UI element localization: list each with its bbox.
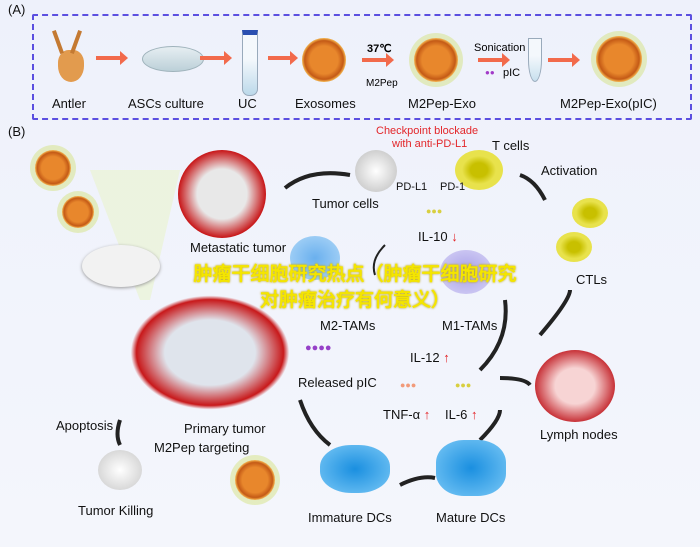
ctl-icon — [572, 198, 608, 228]
ctl-icon — [556, 232, 592, 262]
sonication-label: Sonication — [474, 42, 526, 54]
tumor-killing-label: Tumor Killing — [78, 503, 154, 518]
cytokine-dots-icon: ●●● — [400, 380, 417, 390]
tumor-cells-label: Tumor cells — [312, 196, 379, 211]
lymph-node-icon — [535, 350, 615, 422]
m2pep-exo-pic-icon — [596, 36, 642, 82]
lymph-nodes-label: Lymph nodes — [540, 427, 618, 442]
step-label: M2Pep-Exo — [408, 96, 476, 111]
panel-a-frame — [32, 14, 692, 120]
nanoparticle-icon — [62, 196, 94, 228]
temperature-label: 37℃ — [367, 43, 392, 55]
metastatic-tumor-label: Metastatic tumor — [190, 240, 287, 255]
primary-tumor-icon — [130, 295, 290, 410]
ctls-label: CTLs — [576, 272, 608, 287]
pic-dots-icon: ●●●● — [305, 342, 332, 354]
arrow-icon — [96, 51, 128, 65]
tumor-cell-icon — [355, 150, 397, 192]
step-label: ASCs culture — [128, 96, 204, 111]
pic-dots-icon: ●● — [485, 68, 495, 77]
deer-icon — [48, 30, 88, 85]
cytokine-dots-icon: ●●● — [426, 206, 443, 216]
watermark-text: 肿瘤干细胞研究热点（肿瘤干细胞研究对肿瘤治疗有何意义） — [193, 264, 517, 311]
apoptosis-label: Apoptosis — [56, 418, 114, 433]
released-pic-label: Released pIC — [298, 375, 377, 390]
arrow-icon — [200, 51, 232, 65]
il10-label: IL-10 ↓ — [418, 229, 458, 244]
il6-label: IL-6 ↑ — [445, 407, 478, 422]
activation-label: Activation — [541, 163, 598, 178]
arrow-icon — [362, 53, 394, 67]
checkpoint-label: with anti-PD-L1 — [392, 138, 468, 150]
t-cell-icon — [455, 150, 503, 190]
panel-b-label: (B) — [8, 124, 26, 139]
arrow-icon — [478, 53, 510, 67]
step-label: UC — [238, 96, 257, 111]
arrow-icon — [548, 53, 580, 67]
primary-tumor-label: Primary tumor — [184, 421, 266, 436]
nanoparticle-icon — [35, 150, 71, 186]
cytokine-dots-icon: ●●● — [455, 380, 472, 390]
immature-dcs-label: Immature DCs — [308, 510, 392, 525]
pic-label: pIC — [503, 67, 521, 79]
m1-tams-label: M1-TAMs — [442, 318, 498, 333]
pd-1-label: PD-1 — [440, 181, 466, 193]
eppendorf-icon — [528, 38, 542, 82]
m2-tams-label: M2-TAMs — [320, 318, 376, 333]
arrow-icon — [268, 51, 298, 65]
tnf-label: TNF-α ↑ — [383, 407, 431, 422]
step-label: Exosomes — [295, 96, 356, 111]
checkpoint-label: Checkpoint blockade — [376, 125, 479, 137]
il12-label: IL-12 ↑ — [410, 350, 450, 365]
pd-l1-label: PD-L1 — [396, 181, 428, 193]
m2-tam-icon — [290, 236, 340, 280]
tube-icon — [242, 30, 258, 96]
metastatic-tumor-icon — [178, 150, 266, 238]
panel-a-label: (A) — [8, 2, 26, 17]
m2pep-exo-icon — [414, 38, 458, 82]
step-label: Antler — [52, 96, 86, 111]
dead-tumor-cell-icon — [98, 450, 142, 490]
mature-dc-icon — [436, 440, 506, 496]
m2pep-label: M2Pep — [366, 78, 398, 89]
step-label: M2Pep-Exo(pIC) — [560, 96, 657, 111]
t-cells-label: T cells — [492, 138, 530, 153]
mature-dcs-label: Mature DCs — [436, 510, 506, 525]
m1-tam-icon — [440, 250, 492, 294]
mouse-icon — [82, 245, 160, 287]
targeting-nanoparticle-icon — [235, 460, 275, 500]
m2pep-targeting-label: M2Pep targeting — [154, 440, 250, 455]
exosome-icon — [302, 38, 346, 82]
immature-dc-icon — [320, 445, 390, 493]
